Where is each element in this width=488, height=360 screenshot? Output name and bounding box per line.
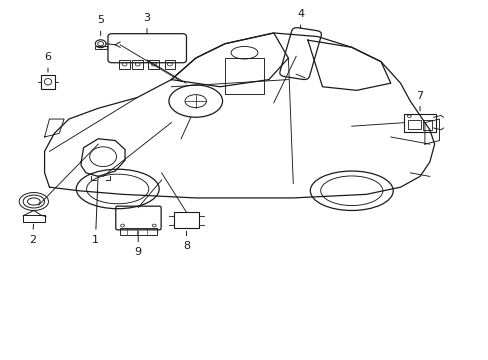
Text: 4: 4: [296, 9, 304, 19]
Bar: [120, 228, 157, 235]
Bar: [95, 45, 107, 49]
Bar: [164, 60, 175, 69]
Text: 1: 1: [92, 235, 99, 245]
Text: 3: 3: [143, 13, 150, 23]
Bar: [148, 60, 159, 69]
Bar: [119, 60, 130, 69]
Bar: [132, 60, 143, 69]
Text: 8: 8: [183, 241, 190, 251]
Bar: [422, 120, 431, 130]
Bar: [404, 114, 435, 132]
Bar: [41, 75, 55, 89]
Text: 7: 7: [416, 91, 423, 101]
Bar: [173, 212, 199, 228]
Text: 2: 2: [29, 235, 37, 245]
Text: 5: 5: [97, 15, 104, 26]
Text: 9: 9: [134, 247, 142, 257]
Bar: [407, 120, 420, 129]
Text: 6: 6: [44, 52, 51, 62]
